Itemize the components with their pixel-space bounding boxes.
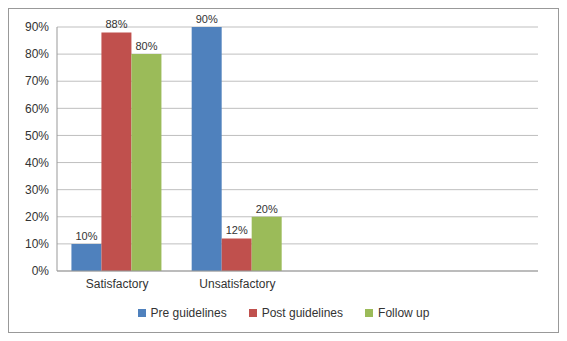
svg-text:90%: 90%: [196, 13, 218, 25]
svg-text:Unsatisfactory: Unsatisfactory: [199, 277, 275, 291]
html-text:Follow up: Follow up: [378, 306, 430, 320]
svg-text:40%: 40%: [25, 156, 49, 170]
svg-text:50%: 50%: [25, 129, 49, 143]
html-text:Post guidelines: Post guidelines: [261, 306, 343, 320]
svg-text:60%: 60%: [25, 102, 49, 116]
svg-text:0%: 0%: [32, 264, 50, 278]
svg-text:Satisfactory: Satisfactory: [86, 277, 149, 291]
svg-text:70%: 70%: [25, 74, 49, 88]
svg-text:90%: 90%: [25, 20, 49, 34]
svg-text:10%: 10%: [25, 237, 49, 251]
svg-text:80%: 80%: [25, 47, 49, 61]
svg-text:30%: 30%: [25, 183, 49, 197]
svg-text:20%: 20%: [25, 210, 49, 224]
svg-text:20%: 20%: [256, 203, 278, 215]
svg-text:10%: 10%: [75, 230, 97, 242]
svg-text:12%: 12%: [226, 224, 248, 236]
svg-text:80%: 80%: [135, 40, 157, 52]
html-text:Pre guidelines: Pre guidelines: [150, 306, 227, 320]
svg-text:88%: 88%: [105, 18, 127, 30]
